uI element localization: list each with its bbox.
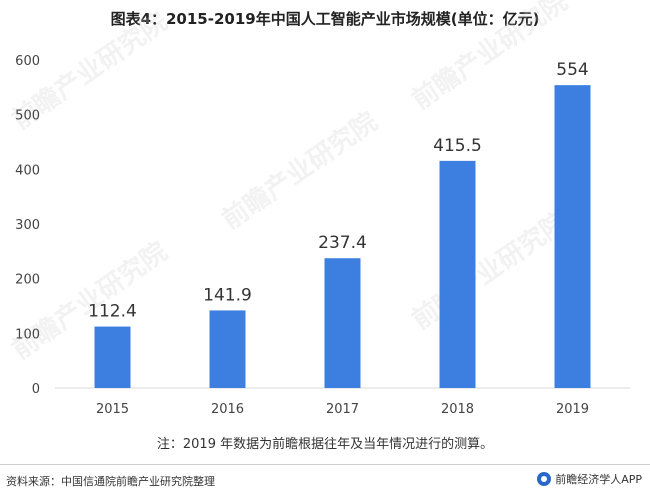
brand-logo-icon xyxy=(537,472,552,486)
value-label-2016: 141.9 xyxy=(203,285,252,305)
x-tick-label: 2016 xyxy=(211,402,244,417)
x-tick-label: 2019 xyxy=(556,402,589,417)
bar-2019 xyxy=(554,85,591,388)
value-label-2019: 554 xyxy=(556,60,588,80)
y-tick-label: 500 xyxy=(15,109,40,124)
brand: 前瞻经济学人APP xyxy=(537,471,642,487)
y-axis: 0 100 200 300 400 500 600 xyxy=(15,54,40,397)
y-tick-label: 300 xyxy=(15,218,40,233)
y-tick-label: 400 xyxy=(15,163,40,178)
bar-2015 xyxy=(94,326,131,388)
watermark-text: 前瞻产业研究院 xyxy=(216,106,383,236)
value-labels: 112.4 141.9 237.4 415.5 554 xyxy=(88,60,589,321)
y-tick-label: 100 xyxy=(15,327,40,342)
chart-title: 图表4：2015-2019年中国人工智能产业市场规模(单位：亿元) xyxy=(110,10,540,28)
divider xyxy=(0,464,650,465)
bars xyxy=(94,85,591,388)
value-label-2018: 415.5 xyxy=(433,136,482,156)
value-label-2017: 237.4 xyxy=(318,233,367,253)
brand-label: 前瞻经济学人APP xyxy=(555,473,642,486)
source-text: 资料来源：中国信通院前瞻产业研究院整理 xyxy=(6,475,215,488)
chart-note: 注：2019 年数据为前瞻根据往年及当年情况进行的测算。 xyxy=(156,437,494,452)
x-tick-label: 2017 xyxy=(326,402,359,417)
y-tick-label: 200 xyxy=(15,273,40,288)
x-tick-label: 2018 xyxy=(441,402,474,417)
y-tick-label: 0 xyxy=(32,382,40,397)
bar-2016 xyxy=(209,310,246,388)
y-tick-label: 600 xyxy=(15,54,40,69)
value-label-2015: 112.4 xyxy=(88,302,137,322)
bar-2018 xyxy=(439,160,476,388)
bar-2017 xyxy=(324,258,361,388)
watermark-text: 前瞻产业研究院 xyxy=(406,0,573,116)
x-tick-label: 2015 xyxy=(96,402,129,417)
watermark-text: 前瞻产业研究院 xyxy=(406,206,573,336)
x-axis: 2015 2016 2017 2018 2019 xyxy=(55,387,630,417)
